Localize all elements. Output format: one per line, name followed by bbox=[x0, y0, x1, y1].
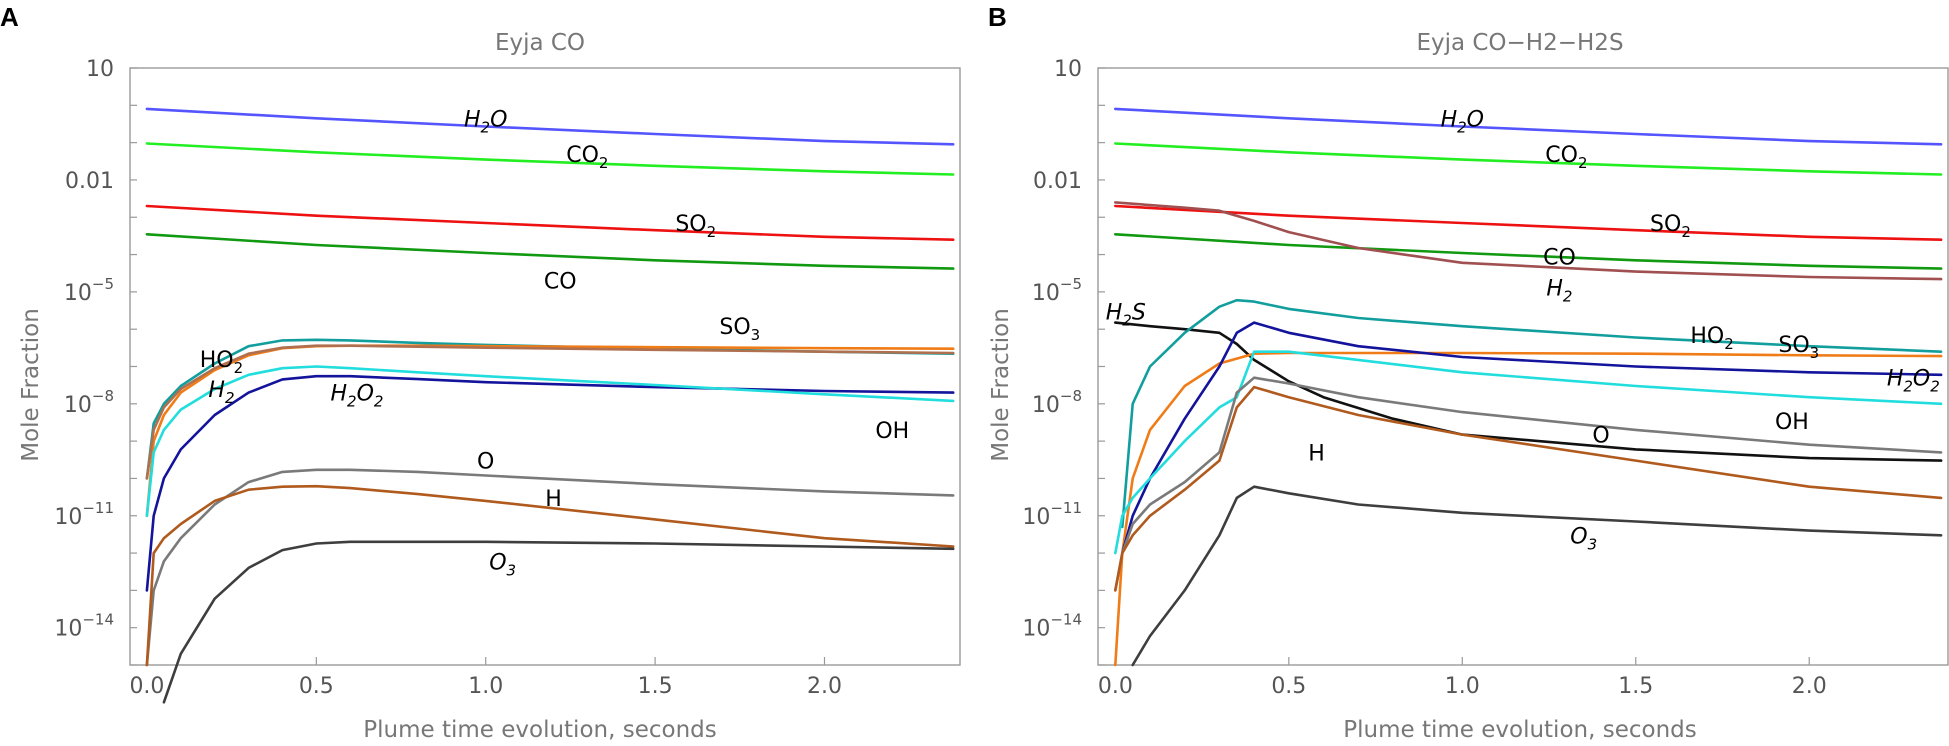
label-co2: CO2 bbox=[1545, 143, 1587, 172]
series-line-h2o bbox=[1114, 107, 1943, 146]
label-o3: O3 bbox=[489, 550, 516, 579]
x-tick-label: 0.5 bbox=[299, 674, 334, 699]
series-line-o bbox=[1114, 376, 1943, 592]
series-line-co2 bbox=[145, 142, 955, 176]
y-tick-label: 10−8 bbox=[1032, 387, 1082, 418]
label-o: O bbox=[1592, 424, 1609, 449]
y-axis-title: Mole Fraction bbox=[18, 308, 44, 462]
label-o: O bbox=[477, 450, 494, 475]
x-tick-label: 2.0 bbox=[807, 674, 842, 699]
series-line-h2s bbox=[1114, 321, 1943, 462]
chart-title: Eyja CO bbox=[495, 30, 585, 56]
panel-letter: B bbox=[988, 2, 1007, 32]
series-line-o bbox=[145, 468, 955, 667]
label-co: CO bbox=[544, 270, 577, 295]
series-lines bbox=[1114, 107, 1943, 667]
label-so2: SO2 bbox=[675, 212, 716, 241]
label-oh: OH bbox=[875, 419, 909, 444]
x-axis-title: Plume time evolution, seconds bbox=[363, 717, 716, 743]
label-h2o: H2O bbox=[1441, 107, 1484, 136]
label-h: H bbox=[545, 487, 562, 512]
x-ticks: 0.0 0.5 1.0 1.5 2.0 bbox=[129, 657, 842, 699]
y-tick-label: 0.01 bbox=[65, 169, 114, 194]
y-tick-label: 10−14 bbox=[54, 611, 114, 642]
series-line-ho2 bbox=[145, 338, 955, 480]
x-tick-label: 1.0 bbox=[468, 674, 503, 699]
y-tick-label: 10−8 bbox=[64, 387, 114, 418]
plot-frame bbox=[1097, 67, 1949, 666]
series-line-co bbox=[1114, 233, 1943, 270]
label-h2o2: H2O2 bbox=[1887, 367, 1940, 396]
series-line-h bbox=[145, 484, 955, 667]
series-line-co2 bbox=[1114, 142, 1943, 176]
y-axis-title: Mole Fraction bbox=[988, 308, 1014, 462]
label-o3: O3 bbox=[1570, 524, 1597, 553]
y-tick-label: 0.01 bbox=[1033, 169, 1082, 194]
y-tick-label: 10−14 bbox=[1022, 611, 1082, 642]
series-lines bbox=[145, 107, 955, 704]
y-ticks: 10−14 10−11 10−8 10−5 0.01 10 bbox=[54, 57, 137, 666]
y-tick-label: 10 bbox=[86, 57, 114, 82]
x-tick-label: 1.5 bbox=[1618, 674, 1653, 699]
chart-title: Eyja CO−H2−H2S bbox=[1416, 30, 1623, 56]
x-tick-label: 2.0 bbox=[1792, 674, 1827, 699]
x-tick-label: 0.0 bbox=[1098, 674, 1133, 699]
series-line-h2 bbox=[145, 344, 955, 480]
series-line-so2 bbox=[145, 204, 955, 241]
series-line-h2 bbox=[1114, 201, 1943, 281]
series-line-o3 bbox=[1131, 485, 1943, 667]
series-line-ho2 bbox=[1121, 298, 1943, 529]
series-line-so3 bbox=[1114, 351, 1943, 667]
y-tick-label: 10−5 bbox=[1032, 275, 1082, 306]
label-so3: SO3 bbox=[1778, 333, 1819, 362]
label-so2: SO2 bbox=[1650, 212, 1691, 241]
panel-letter: A bbox=[0, 2, 19, 32]
x-tick-label: 0.5 bbox=[1271, 674, 1306, 699]
x-tick-label: 1.5 bbox=[638, 674, 673, 699]
label-ho2: HO2 bbox=[200, 348, 243, 377]
label-co: CO bbox=[1543, 245, 1576, 270]
series-line-h2o bbox=[145, 107, 955, 146]
y-tick-label: 10 bbox=[1054, 57, 1082, 82]
series-line-o3 bbox=[162, 540, 955, 704]
y-tick-label: 10−5 bbox=[64, 275, 114, 306]
series-line-h2o2 bbox=[145, 374, 955, 592]
x-ticks: 0.0 0.5 1.0 1.5 2.0 bbox=[1098, 657, 1827, 699]
y-tick-label: 10−11 bbox=[54, 499, 114, 530]
label-oh: OH bbox=[1775, 410, 1809, 435]
series-line-oh bbox=[1114, 350, 1943, 555]
label-co2: CO2 bbox=[566, 143, 608, 172]
series-line-co bbox=[145, 233, 955, 270]
y-ticks: 10−14 10−11 10−8 10−5 0.01 10 bbox=[1022, 57, 1105, 666]
label-h2o2: H2O2 bbox=[330, 382, 383, 411]
label-h2s: H2S bbox=[1106, 300, 1146, 329]
y-tick-label: 10−11 bbox=[1022, 499, 1082, 530]
plot-frame bbox=[129, 67, 961, 666]
label-h: H bbox=[1308, 441, 1325, 466]
series-line-h bbox=[1114, 385, 1943, 592]
label-h2: H2 bbox=[1546, 277, 1572, 306]
chart-panel-b: B Eyja CO−H2−H2S Mole Fraction Plume tim… bbox=[988, 2, 1949, 743]
x-axis-title: Plume time evolution, seconds bbox=[1343, 717, 1696, 743]
series-line-oh bbox=[145, 365, 955, 518]
label-so3: SO3 bbox=[719, 315, 760, 344]
x-tick-label: 0.0 bbox=[129, 674, 164, 699]
label-ho2: HO2 bbox=[1690, 324, 1733, 353]
x-tick-label: 1.0 bbox=[1445, 674, 1480, 699]
chart-panel-a: A Eyja CO Mole Fraction Plume time evolu… bbox=[0, 2, 961, 743]
label-h2o: H2O bbox=[464, 107, 507, 136]
label-h2: H2 bbox=[208, 378, 234, 407]
series-line-so2 bbox=[1114, 204, 1943, 241]
